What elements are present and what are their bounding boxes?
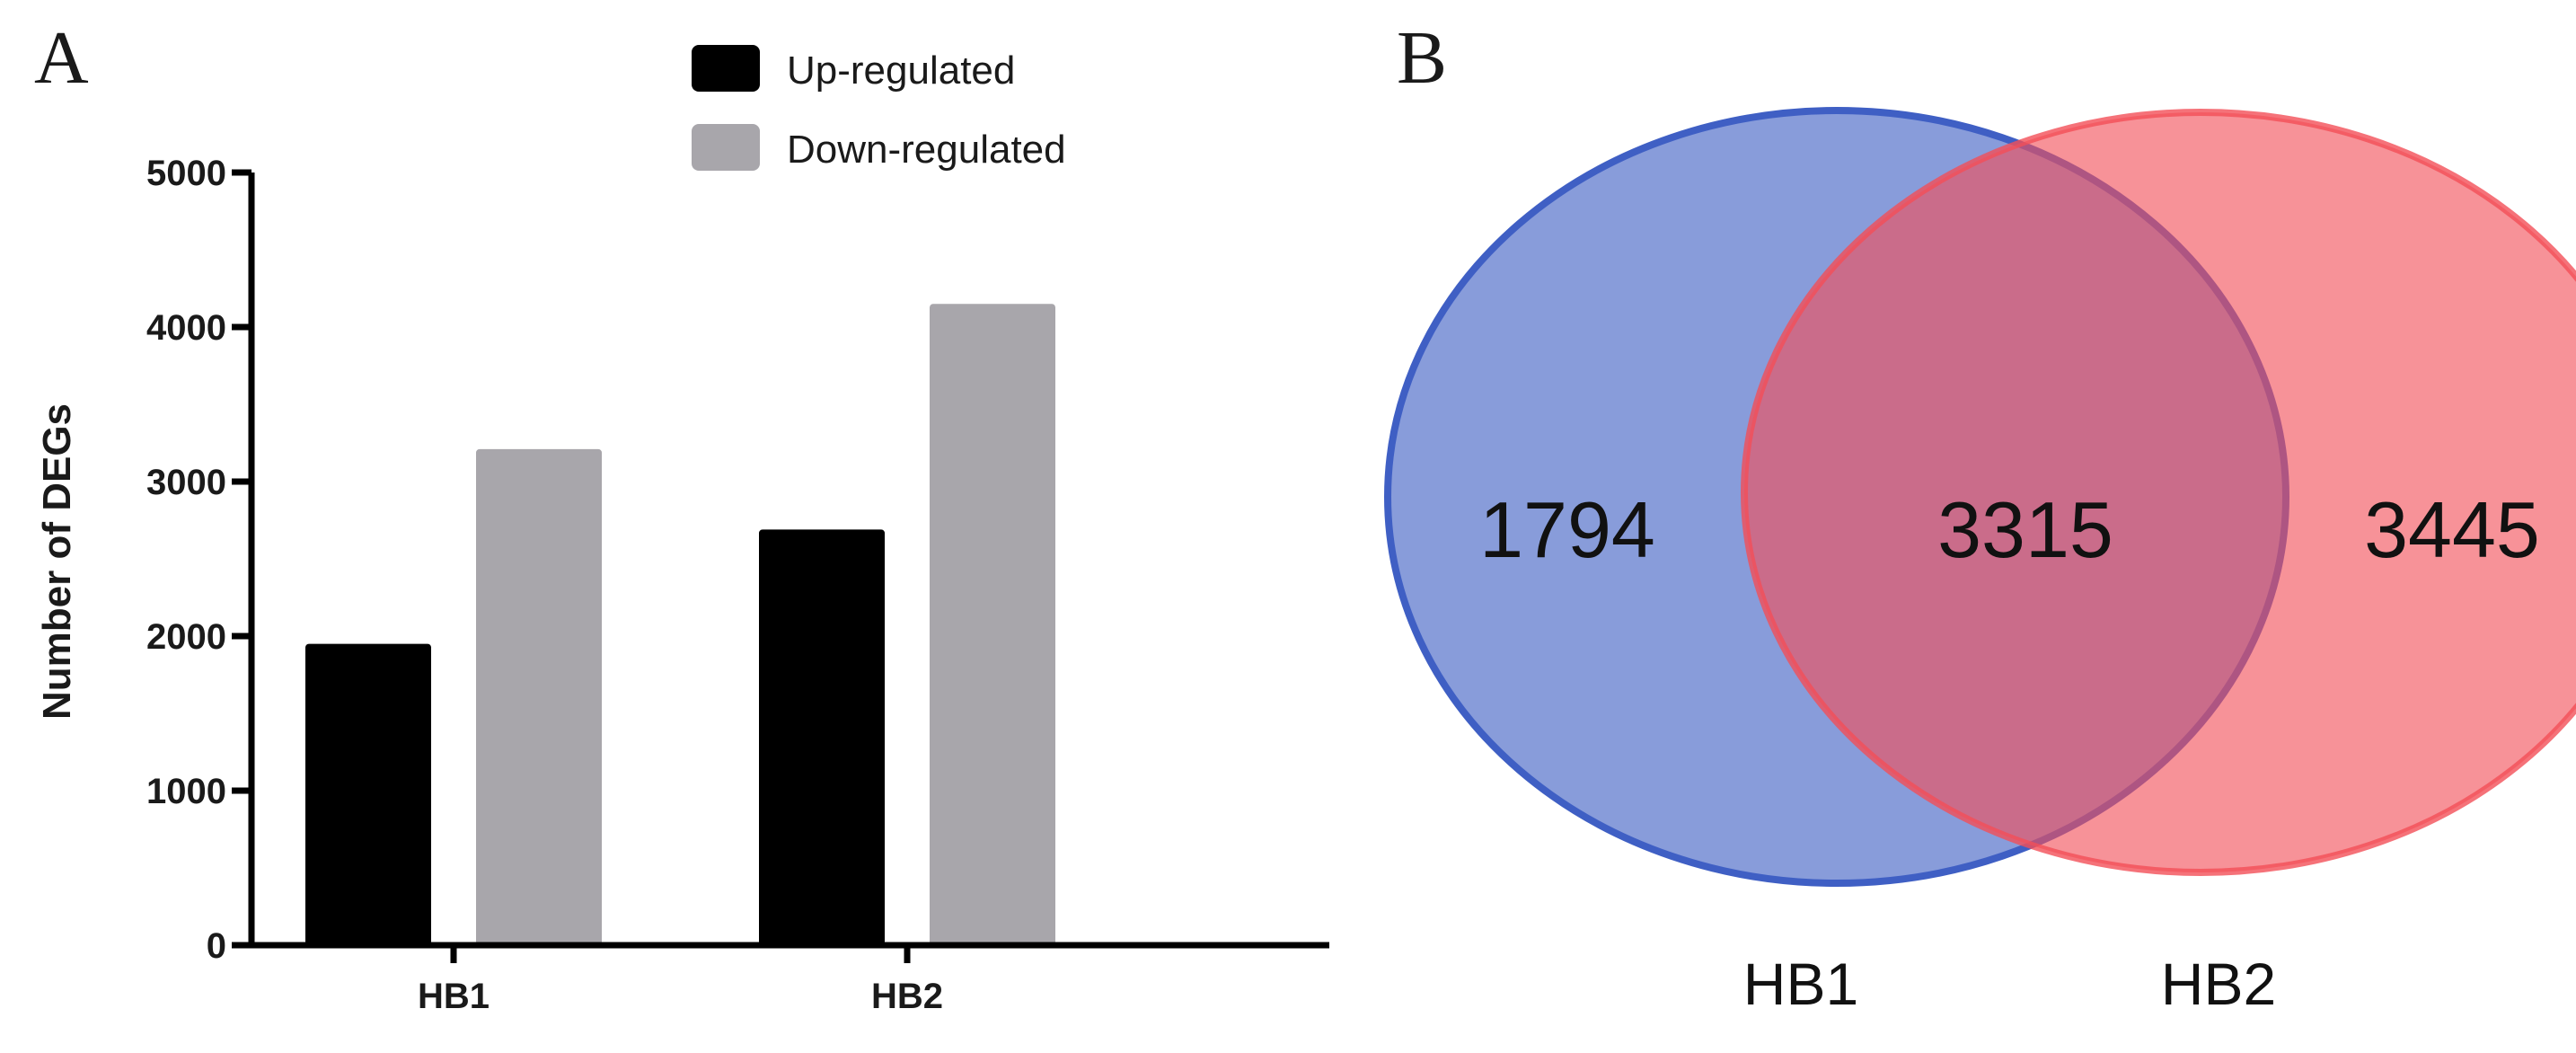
venn-intersection-count: 3315 [1937,485,2113,574]
legend: Up-regulated Down-regulated [692,45,1066,172]
legend-label-down-regulated: Down-regulated [787,128,1066,172]
y-axis-title: Number of DEGs [35,403,79,720]
legend-label-up-regulated: Up-regulated [787,49,1015,93]
bar-hb1-up-regulated [305,643,431,945]
axes: HB1 HB2 0 1000 2000 3000 4000 5000 [146,154,1329,1016]
bars [305,304,1055,945]
bar-hb2-up-regulated [759,529,885,945]
venn-hb1-only-count: 1794 [1479,485,1655,574]
legend-swatch-down-regulated [692,124,760,171]
panel-label-b: B [1397,16,1447,100]
y-tick-label-4000: 4000 [146,308,226,348]
venn-circle-hb2 [1741,109,2576,876]
venn-set-label-hb1: HB1 [1743,951,1858,1017]
panel-label-a: A [34,16,89,100]
y-tick-label-1000: 1000 [146,772,226,811]
legend-swatch-up-regulated [692,45,760,92]
venn-diagram: 1794 3315 3445 HB1 HB2 [1384,107,2576,1017]
x-tick-label-hb2: HB2 [871,977,943,1016]
venn-hb2-only-count: 3445 [2364,485,2540,574]
x-tick-label-hb1: HB1 [418,977,490,1016]
y-tick-label-5000: 5000 [146,154,226,193]
y-tick-label-3000: 3000 [146,463,226,502]
y-tick-label-2000: 2000 [146,617,226,657]
venn-set-label-hb2: HB2 [2161,951,2276,1017]
y-tick-label-0: 0 [207,926,226,966]
bar-chart: Up-regulated Down-regulated HB1 HB2 0 1000 20… [35,45,1329,1016]
bar-hb1-down-regulated [476,448,602,945]
bar-hb2-down-regulated [930,304,1055,945]
